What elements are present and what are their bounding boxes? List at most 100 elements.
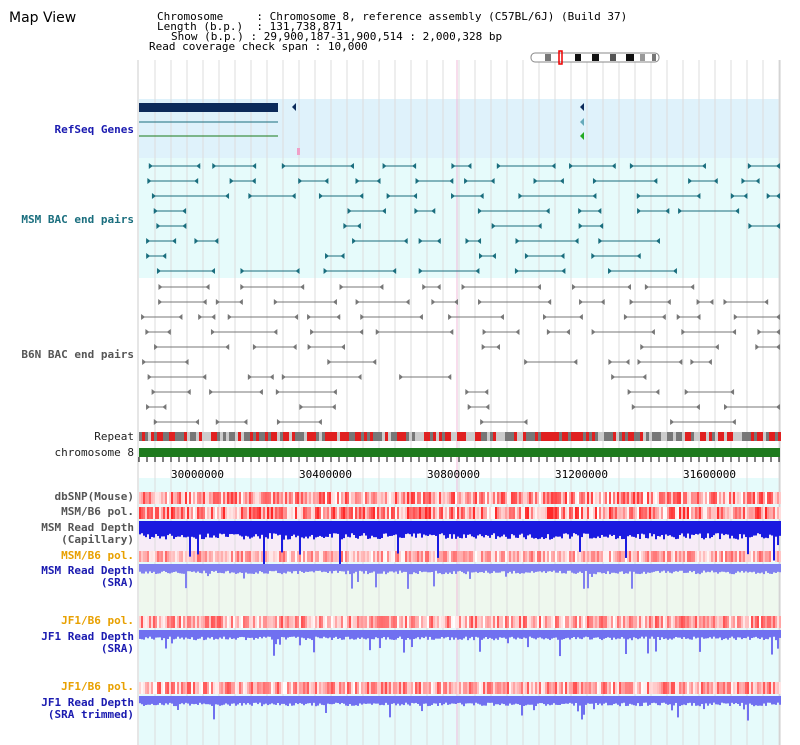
heat-cell [763, 616, 765, 628]
heat-cell [581, 551, 583, 562]
bac-end [578, 314, 583, 320]
heat-cell [711, 682, 713, 694]
depth-bar [461, 564, 463, 572]
heat-cell [411, 551, 413, 562]
heat-cell [603, 551, 605, 562]
depth-bar [599, 630, 601, 639]
repeat-segment [583, 432, 586, 441]
depth-bar [593, 630, 595, 638]
depth-bar [671, 696, 673, 711]
depth-bar [519, 630, 521, 639]
bac-end [642, 374, 647, 380]
depth-bar [217, 521, 219, 538]
depth-bar [353, 630, 355, 640]
repeat-segment [454, 432, 457, 441]
depth-bar [161, 521, 163, 537]
heat-cell [393, 551, 395, 562]
heat-cell [251, 551, 253, 562]
label-msm-bac[interactable]: MSM BAC end pairs [21, 213, 134, 226]
heat-cell [673, 551, 675, 562]
heat-cell [393, 507, 395, 519]
heat-cell [271, 507, 273, 519]
depth-bar [747, 630, 749, 637]
heat-cell [411, 616, 413, 628]
heat-cell [191, 682, 193, 694]
depth-bar [603, 696, 605, 704]
heat-cell [315, 492, 317, 504]
heat-cell [549, 492, 551, 504]
depth-bar [631, 630, 633, 641]
heat-cell [421, 507, 423, 519]
bac-end [579, 299, 584, 305]
heat-cell [433, 492, 435, 504]
depth-bar [351, 630, 353, 639]
repeat-segment [373, 432, 376, 441]
depth-bar [449, 630, 451, 641]
heat-cell [269, 492, 271, 504]
heat-cell [507, 616, 509, 628]
bac-end [518, 193, 523, 199]
heat-cell [463, 507, 465, 519]
depth-bar [655, 564, 657, 572]
heat-cell [699, 551, 701, 562]
heat-cell [517, 492, 519, 504]
heat-cell [335, 682, 337, 694]
label-b6n-bac[interactable]: B6N BAC end pairs [21, 348, 134, 361]
depth-bar [157, 630, 159, 638]
repeat-segment [547, 432, 550, 441]
bac-end [701, 163, 706, 169]
bac-end [194, 238, 199, 244]
heat-cell [239, 682, 241, 694]
heat-cell [261, 551, 263, 562]
depth-bar [213, 630, 215, 640]
heat-cell [515, 492, 517, 504]
heat-cell [571, 682, 573, 694]
bac-end [545, 208, 550, 214]
heat-cell [549, 507, 551, 519]
heat-cell [465, 492, 467, 504]
depth-bar [693, 564, 695, 572]
bac-end [252, 344, 257, 350]
heat-cell [621, 507, 623, 519]
depth-bar [305, 521, 307, 537]
heat-cell [467, 507, 469, 519]
bac-end [248, 193, 253, 199]
depth-bar [415, 696, 417, 703]
heat-cell [661, 507, 663, 519]
heat-cell [365, 492, 367, 504]
bac-end [451, 163, 456, 169]
depth-bar [527, 564, 529, 573]
heat-cell [729, 507, 731, 519]
depth-bar [605, 564, 607, 574]
heat-cell [569, 551, 571, 562]
heat-cell [443, 507, 445, 519]
heat-cell [777, 492, 779, 504]
heat-cell [323, 492, 325, 504]
depth-bar [671, 564, 673, 574]
repeat-segment [709, 432, 712, 441]
depth-bar [249, 630, 251, 638]
depth-bar [317, 564, 319, 571]
label-refseq-genes[interactable]: RefSeq Genes [54, 123, 134, 136]
heat-cell [595, 551, 597, 562]
depth-bar [445, 630, 447, 638]
heat-cell [457, 551, 459, 562]
depth-bar [635, 630, 637, 639]
depth-bar [437, 630, 439, 639]
depth-bar [591, 521, 593, 539]
repeat-segment [568, 432, 571, 441]
heat-cell [213, 616, 215, 628]
bac-end [515, 329, 520, 335]
heat-cell [201, 682, 203, 694]
repeat-segment [541, 432, 544, 441]
depth-bar [225, 521, 227, 537]
depth-bar [381, 696, 383, 705]
bac-end [464, 178, 469, 184]
depth-bar [163, 696, 165, 706]
heat-cell [319, 682, 321, 694]
depth-bar [647, 630, 649, 654]
bac-end [214, 238, 219, 244]
bac-end [640, 344, 645, 350]
heat-cell [339, 492, 341, 504]
